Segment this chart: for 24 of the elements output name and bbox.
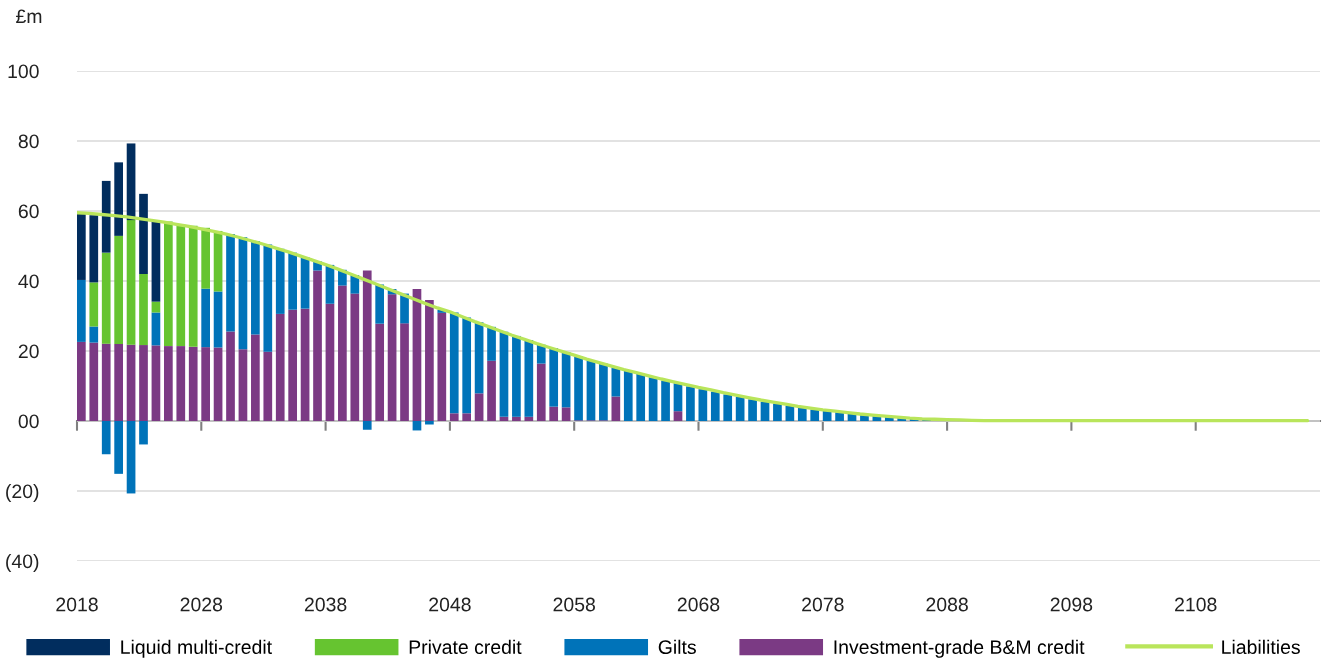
legend-label: Gilts [658,639,696,655]
legend-label: Private credit [409,639,522,655]
y-tick-label: (40) [6,553,39,573]
x-tick-label: 2038 [304,597,347,612]
legend-label: Investment-grade B&M credit [834,639,1085,658]
y-tick-label: 60 [18,204,39,219]
x-tick-label: 2108 [1175,597,1217,612]
y-tick-label: (20) [6,483,39,503]
legend-label: Liabilities [1222,639,1300,655]
x-tick-label: 2058 [553,597,595,612]
x-tick-label: 2068 [677,597,720,612]
y-tick-label: 100 [8,64,39,79]
y-axis-title: £m [16,9,42,24]
x-tick-label: 2098 [1050,597,1093,612]
y-tick-label: 80 [18,134,39,149]
y-tick-label: 40 [18,274,39,289]
x-tick-label: 2018 [56,597,98,612]
y-tick-label: 20 [18,344,39,359]
x-tick-label: 2048 [429,597,471,612]
y-tick-label: 00 [18,414,39,429]
x-tick-label: 2088 [926,597,968,612]
x-tick-label: 2078 [802,597,844,612]
x-tick-label: 2028 [180,597,223,612]
legend-label: Liquid multi-credit [121,639,272,658]
